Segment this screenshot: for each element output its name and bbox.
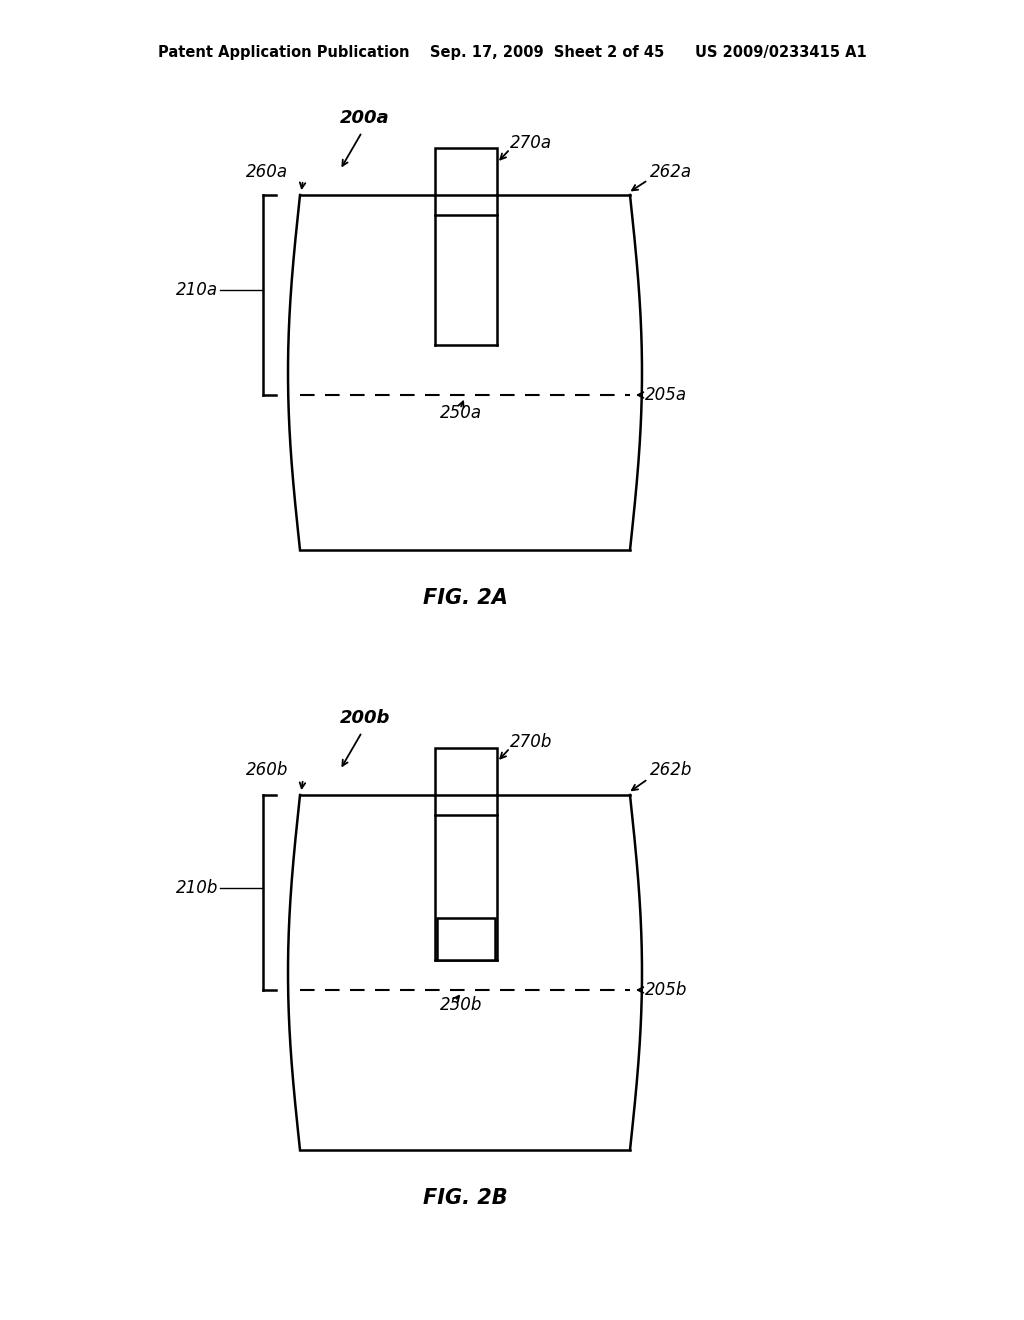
Text: 205b: 205b (645, 981, 687, 999)
Text: 205a: 205a (645, 385, 687, 404)
Text: Patent Application Publication    Sep. 17, 2009  Sheet 2 of 45      US 2009/0233: Patent Application Publication Sep. 17, … (158, 45, 866, 59)
Text: FIG. 2A: FIG. 2A (423, 587, 508, 609)
Text: 270b: 270b (510, 733, 552, 751)
Text: 260b: 260b (246, 762, 288, 779)
Bar (435, 795, 497, 960)
Text: 200b: 200b (340, 709, 390, 727)
Text: 262a: 262a (650, 162, 692, 181)
Bar (437, 917, 495, 960)
Text: 270a: 270a (510, 135, 552, 152)
Bar (435, 195, 497, 345)
Text: 210a: 210a (176, 281, 218, 300)
Text: 250a: 250a (440, 404, 482, 422)
Bar (435, 748, 497, 795)
Polygon shape (288, 195, 642, 550)
Text: 210b: 210b (176, 879, 218, 898)
Text: FIG. 2B: FIG. 2B (423, 1188, 507, 1208)
Text: 200a: 200a (340, 110, 389, 127)
Text: 250b: 250b (440, 997, 482, 1014)
Bar (435, 148, 497, 195)
Text: 260a: 260a (246, 162, 288, 181)
Text: 262b: 262b (650, 762, 692, 779)
Polygon shape (288, 795, 642, 1150)
